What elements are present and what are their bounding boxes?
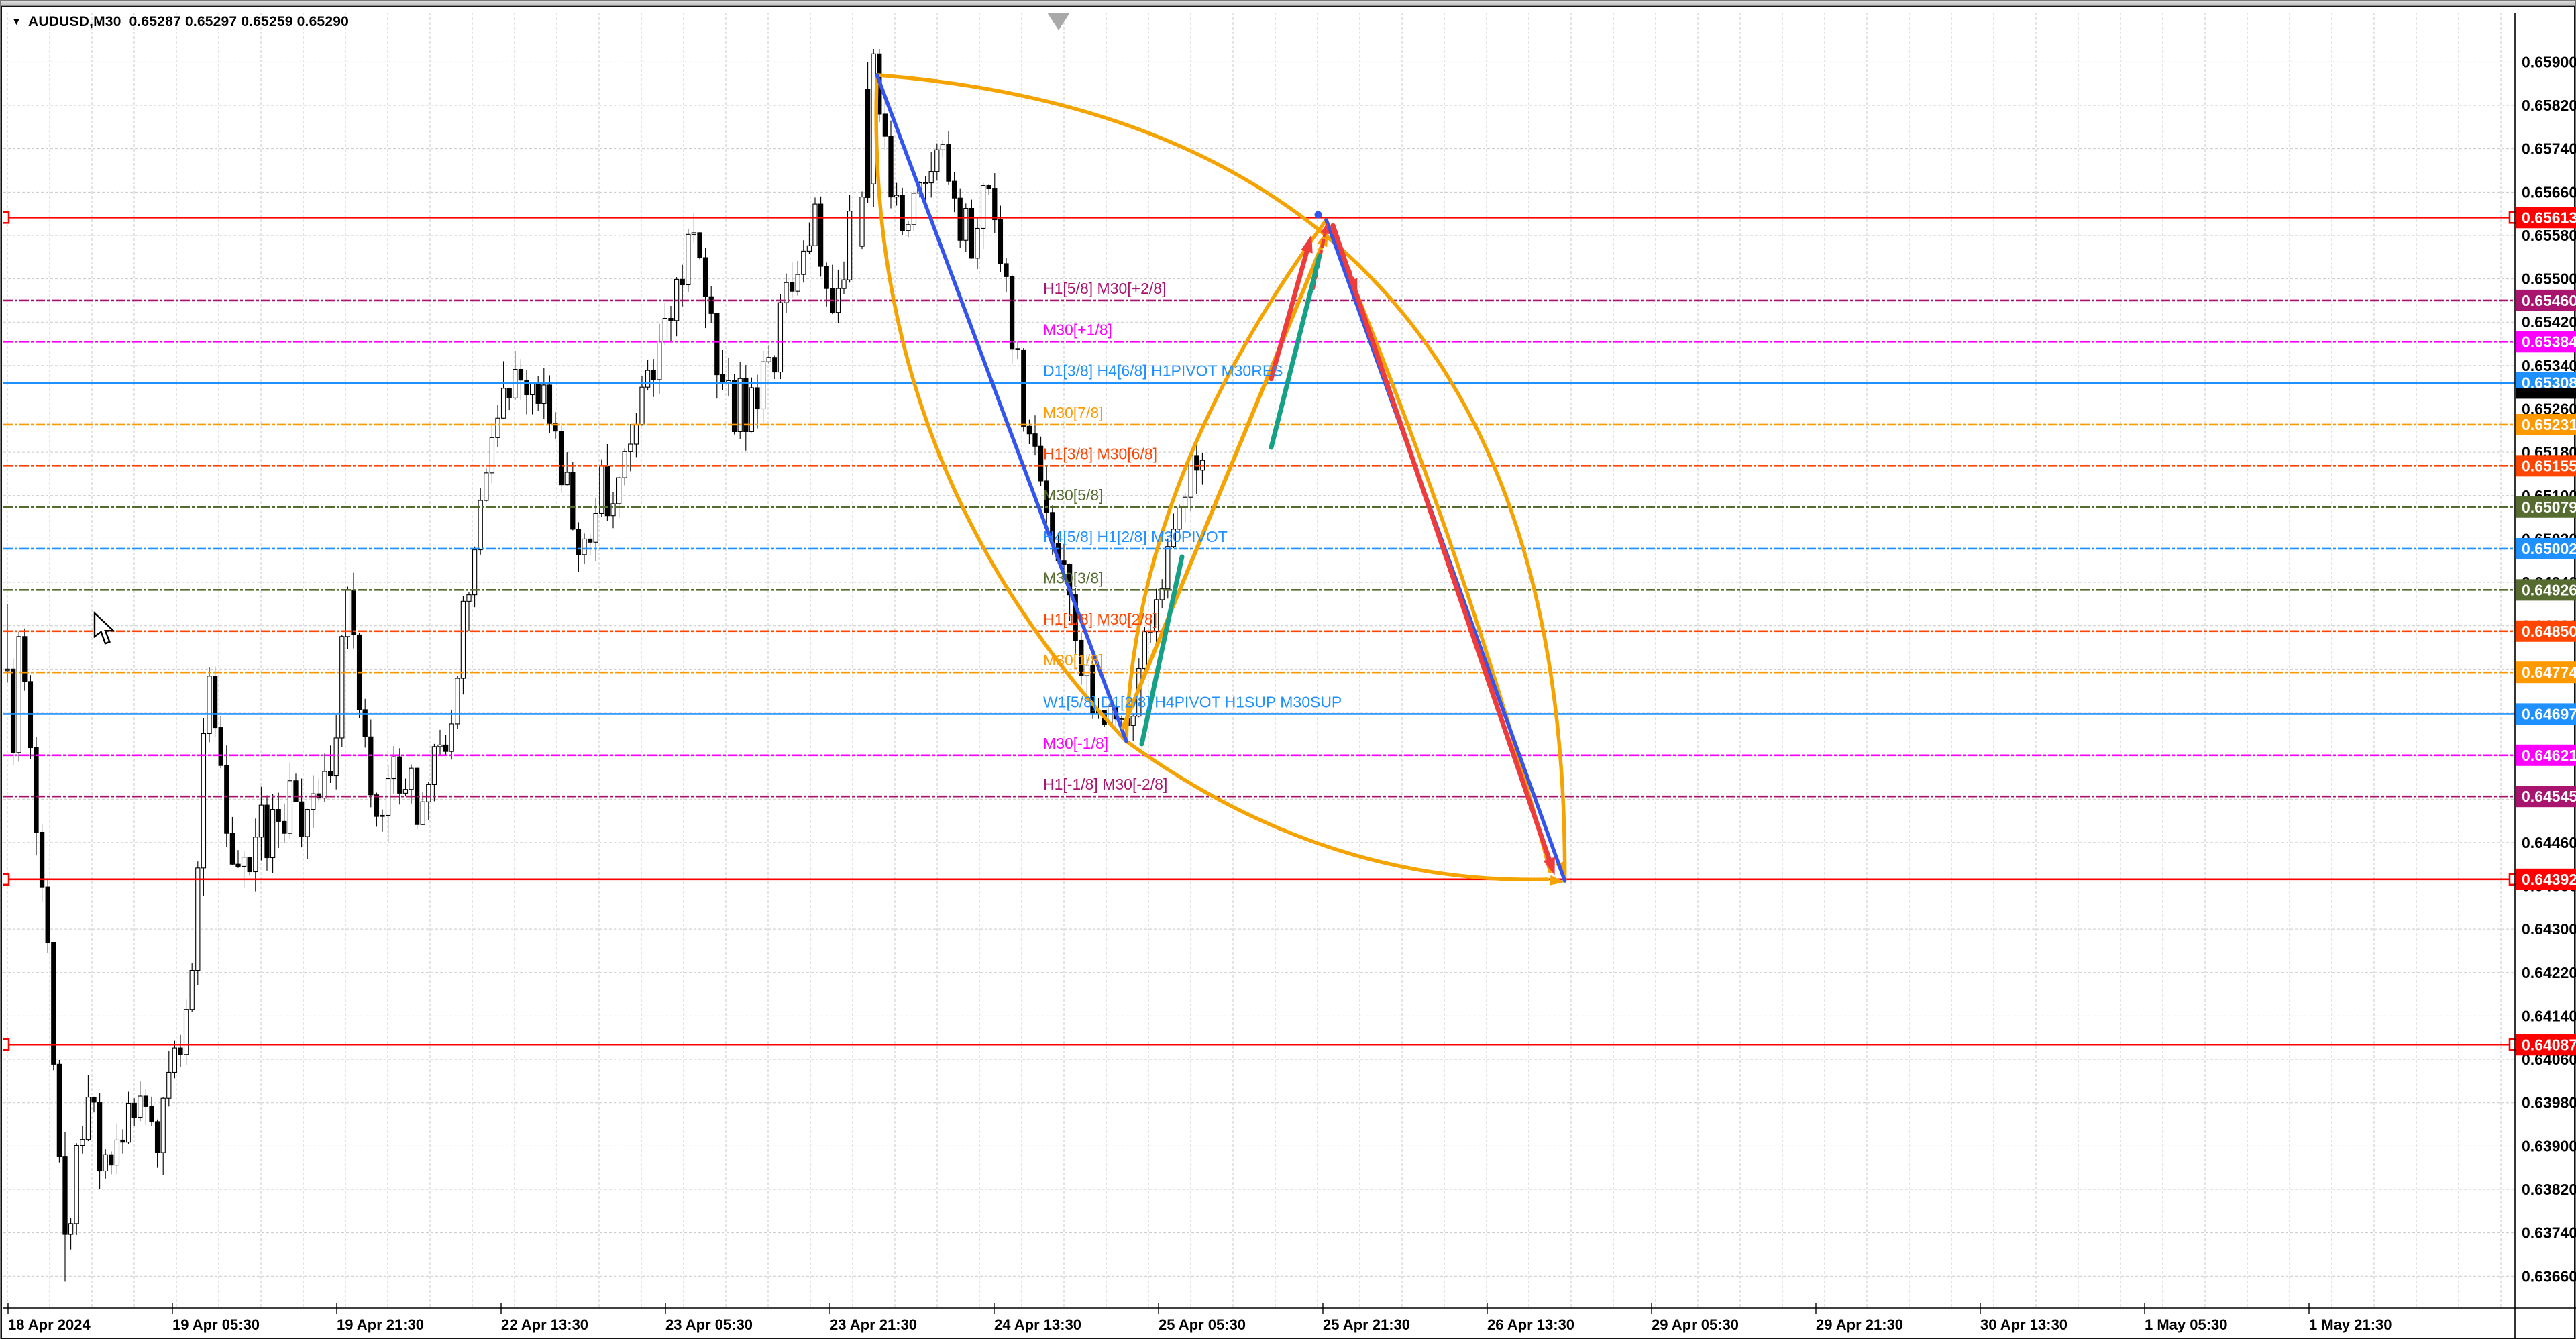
svg-text:M30[+1/8]: M30[+1/8] <box>1043 321 1112 338</box>
svg-text:0.64621: 0.64621 <box>2522 747 2576 764</box>
svg-text:0.65460: 0.65460 <box>2522 292 2576 309</box>
svg-text:29 Apr 21:30: 29 Apr 21:30 <box>1816 1316 1903 1333</box>
svg-text:0.63900: 0.63900 <box>2522 1137 2576 1155</box>
svg-text:0.64850: 0.64850 <box>2522 623 2576 640</box>
svg-text:0.64140: 0.64140 <box>2522 1007 2576 1024</box>
svg-text:29 Apr 05:30: 29 Apr 05:30 <box>1652 1316 1739 1333</box>
svg-text:0.65900: 0.65900 <box>2522 53 2576 70</box>
svg-text:30 Apr 13:30: 30 Apr 13:30 <box>1980 1316 2068 1333</box>
svg-text:M30[-1/8]: M30[-1/8] <box>1043 735 1108 752</box>
svg-text:0.65580: 0.65580 <box>2522 227 2576 244</box>
svg-text:0.64545: 0.64545 <box>2522 788 2576 805</box>
svg-text:0.65340: 0.65340 <box>2522 357 2576 374</box>
svg-text:H1[-1/8] M30[-2/8]: H1[-1/8] M30[-2/8] <box>1043 775 1167 793</box>
svg-text:0.64926: 0.64926 <box>2522 581 2576 598</box>
svg-text:H1[3/8] M30[6/8]: H1[3/8] M30[6/8] <box>1043 445 1157 462</box>
svg-text:0.65420: 0.65420 <box>2522 313 2576 331</box>
svg-text:1 May 05:30: 1 May 05:30 <box>2145 1316 2228 1333</box>
svg-text:0.64300: 0.64300 <box>2522 920 2576 938</box>
svg-text:25 Apr 05:30: 25 Apr 05:30 <box>1159 1316 1246 1333</box>
svg-text:0.64460: 0.64460 <box>2522 834 2576 851</box>
svg-text:23 Apr 05:30: 23 Apr 05:30 <box>665 1316 753 1333</box>
svg-text:W1[5/8] D1[2/8] H4PIVOT H1SUP: W1[5/8] D1[2/8] H4PIVOT H1SUP M30SUP <box>1043 693 1342 710</box>
svg-text:H4[5/8] H1[2/8] M30PIVOT: H4[5/8] H1[2/8] M30PIVOT <box>1043 528 1228 545</box>
svg-text:M30[3/8]: M30[3/8] <box>1043 569 1104 586</box>
svg-text:0.65384: 0.65384 <box>2522 333 2576 350</box>
svg-text:0.64774: 0.64774 <box>2522 663 2576 681</box>
svg-text:0.65155: 0.65155 <box>2522 457 2576 474</box>
svg-text:M30[5/8]: M30[5/8] <box>1043 486 1104 504</box>
svg-text:19 Apr 05:30: 19 Apr 05:30 <box>172 1316 260 1333</box>
svg-text:0.65231: 0.65231 <box>2522 416 2576 433</box>
svg-text:M30[1/8]: M30[1/8] <box>1043 651 1104 669</box>
svg-text:0.63740: 0.63740 <box>2522 1224 2576 1242</box>
svg-text:0.65820: 0.65820 <box>2522 97 2576 114</box>
svg-text:24 Apr 13:30: 24 Apr 13:30 <box>994 1316 1081 1333</box>
svg-text:18 Apr 2024: 18 Apr 2024 <box>8 1316 91 1333</box>
svg-text:D1[3/8] H4[6/8] H1PIVOT M30RES: D1[3/8] H4[6/8] H1PIVOT M30RES <box>1043 362 1283 380</box>
svg-text:22 Apr 13:30: 22 Apr 13:30 <box>501 1316 588 1333</box>
svg-text:25 Apr 21:30: 25 Apr 21:30 <box>1323 1316 1410 1333</box>
svg-text:0.64087: 0.64087 <box>2522 1036 2576 1053</box>
svg-text:0.64220: 0.64220 <box>2522 964 2576 981</box>
svg-text:0.65740: 0.65740 <box>2522 140 2576 158</box>
svg-text:1 May 21:30: 1 May 21:30 <box>2309 1316 2392 1333</box>
svg-text:26 Apr 13:30: 26 Apr 13:30 <box>1487 1316 1574 1333</box>
svg-text:0.63820: 0.63820 <box>2522 1181 2576 1198</box>
svg-text:19 Apr 21:30: 19 Apr 21:30 <box>337 1316 424 1333</box>
svg-text:H1[1/8] M30[2/8]: H1[1/8] M30[2/8] <box>1043 610 1157 628</box>
svg-text:0.63660: 0.63660 <box>2522 1267 2576 1285</box>
svg-text:0.64697: 0.64697 <box>2522 705 2576 722</box>
svg-text:0.65079: 0.65079 <box>2522 498 2576 516</box>
svg-text:M30[7/8]: M30[7/8] <box>1043 404 1104 421</box>
svg-text:0.63980: 0.63980 <box>2522 1094 2576 1112</box>
svg-text:0.65002: 0.65002 <box>2522 540 2576 557</box>
svg-text:0.64392: 0.64392 <box>2522 871 2576 888</box>
svg-text:0.65660: 0.65660 <box>2522 183 2576 201</box>
svg-text:H1[5/8] M30[+2/8]: H1[5/8] M30[+2/8] <box>1043 280 1166 297</box>
svg-text:0.65500: 0.65500 <box>2522 270 2576 288</box>
svg-text:0.65613: 0.65613 <box>2522 209 2576 226</box>
svg-text:23 Apr 21:30: 23 Apr 21:30 <box>830 1316 917 1333</box>
